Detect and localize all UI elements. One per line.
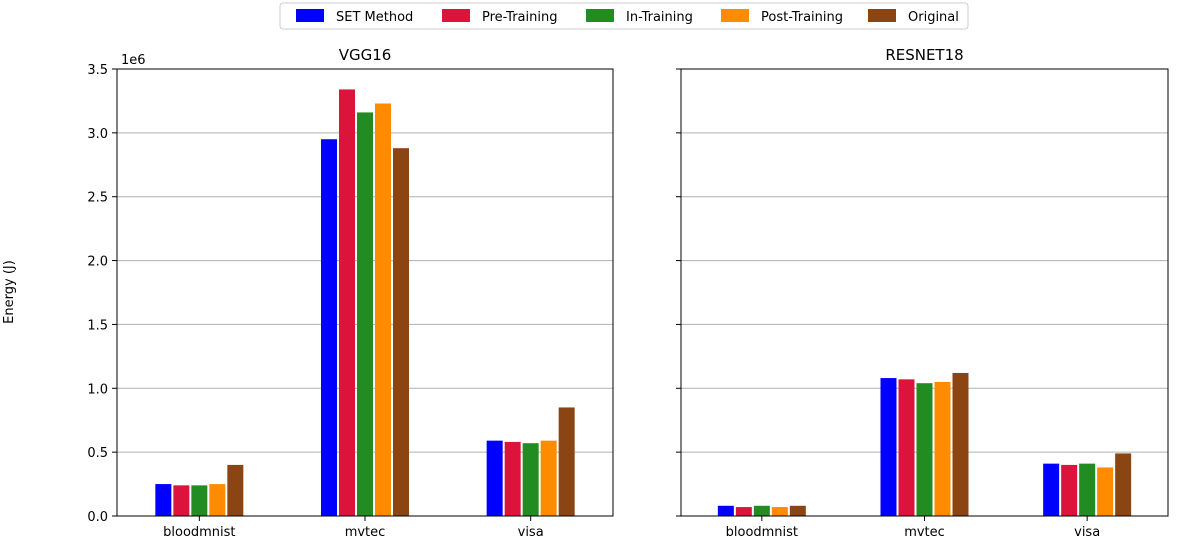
legend-swatch-set-method <box>296 9 324 22</box>
bar-mvtec-set-method <box>880 378 897 516</box>
y-tick-label: 3.0 <box>87 127 108 142</box>
bar-visa-pre-training <box>1061 464 1078 516</box>
chart-title: RESNET18 <box>885 46 963 64</box>
bar-bloodmnist-pre-training <box>173 485 190 516</box>
bar-mvtec-set-method <box>321 139 337 516</box>
bar-bloodmnist-set-method <box>155 484 172 516</box>
y-tick-label: 2.5 <box>87 191 108 206</box>
legend-swatch-pre-training <box>442 9 470 22</box>
bar-mvtec-in-training <box>357 112 373 517</box>
bar-mvtec-pre-training <box>339 89 355 516</box>
chart-title: VGG16 <box>339 46 392 64</box>
legend-label: Pre-Training <box>482 10 557 25</box>
legend-swatch-in-training <box>586 9 614 22</box>
y-tick-label: 0.0 <box>87 510 108 525</box>
bar-bloodmnist-pre-training <box>735 507 752 516</box>
bar-bloodmnist-post-training <box>771 507 788 516</box>
bar-mvtec-post-training <box>375 103 391 517</box>
y-tick-label: 0.5 <box>87 446 108 461</box>
bar-mvtec-original <box>393 148 409 516</box>
bar-mvtec-pre-training <box>898 379 915 516</box>
bar-visa-set-method <box>486 440 503 516</box>
legend-swatch-original <box>868 9 896 22</box>
legend-label: In-Training <box>626 10 693 25</box>
bar-visa-post-training <box>540 440 557 516</box>
bar-mvtec-in-training <box>916 383 933 516</box>
bar-visa-set-method <box>1043 463 1060 516</box>
y-tick-label: 2.0 <box>87 255 108 270</box>
bar-bloodmnist-post-training <box>209 484 226 516</box>
bar-mvtec-post-training <box>934 381 951 516</box>
y-axis-label: Energy (J) <box>2 260 17 324</box>
y-tick-label: 3.5 <box>87 63 108 78</box>
axis-offset-text: 1e6 <box>121 53 146 68</box>
x-tick-label: bloodmnist <box>726 525 798 540</box>
bar-bloodmnist-original <box>789 505 806 516</box>
bar-bloodmnist-in-training <box>753 505 770 516</box>
y-tick-label: 1.5 <box>87 318 108 333</box>
y-tick-label: 1.0 <box>87 382 108 397</box>
legend-swatch-post-training <box>721 9 749 22</box>
x-tick-label: mvtec <box>904 525 945 540</box>
legend-label: Post-Training <box>761 10 843 25</box>
bar-bloodmnist-set-method <box>717 505 734 516</box>
legend-label: SET Method <box>336 10 413 25</box>
x-tick-label: bloodmnist <box>163 525 235 540</box>
bar-visa-post-training <box>1097 467 1114 516</box>
bar-visa-original <box>1115 453 1132 516</box>
bar-visa-pre-training <box>504 441 521 516</box>
bar-bloodmnist-original <box>227 464 244 516</box>
x-tick-label: visa <box>1074 525 1100 540</box>
legend-label: Original <box>908 10 959 25</box>
bar-bloodmnist-in-training <box>191 485 208 516</box>
bar-visa-in-training <box>1079 463 1096 516</box>
bar-visa-original <box>558 407 575 516</box>
bar-visa-in-training <box>522 443 539 516</box>
x-tick-label: visa <box>518 525 544 540</box>
x-tick-label: mvtec <box>345 525 386 540</box>
bar-mvtec-original <box>952 372 969 516</box>
